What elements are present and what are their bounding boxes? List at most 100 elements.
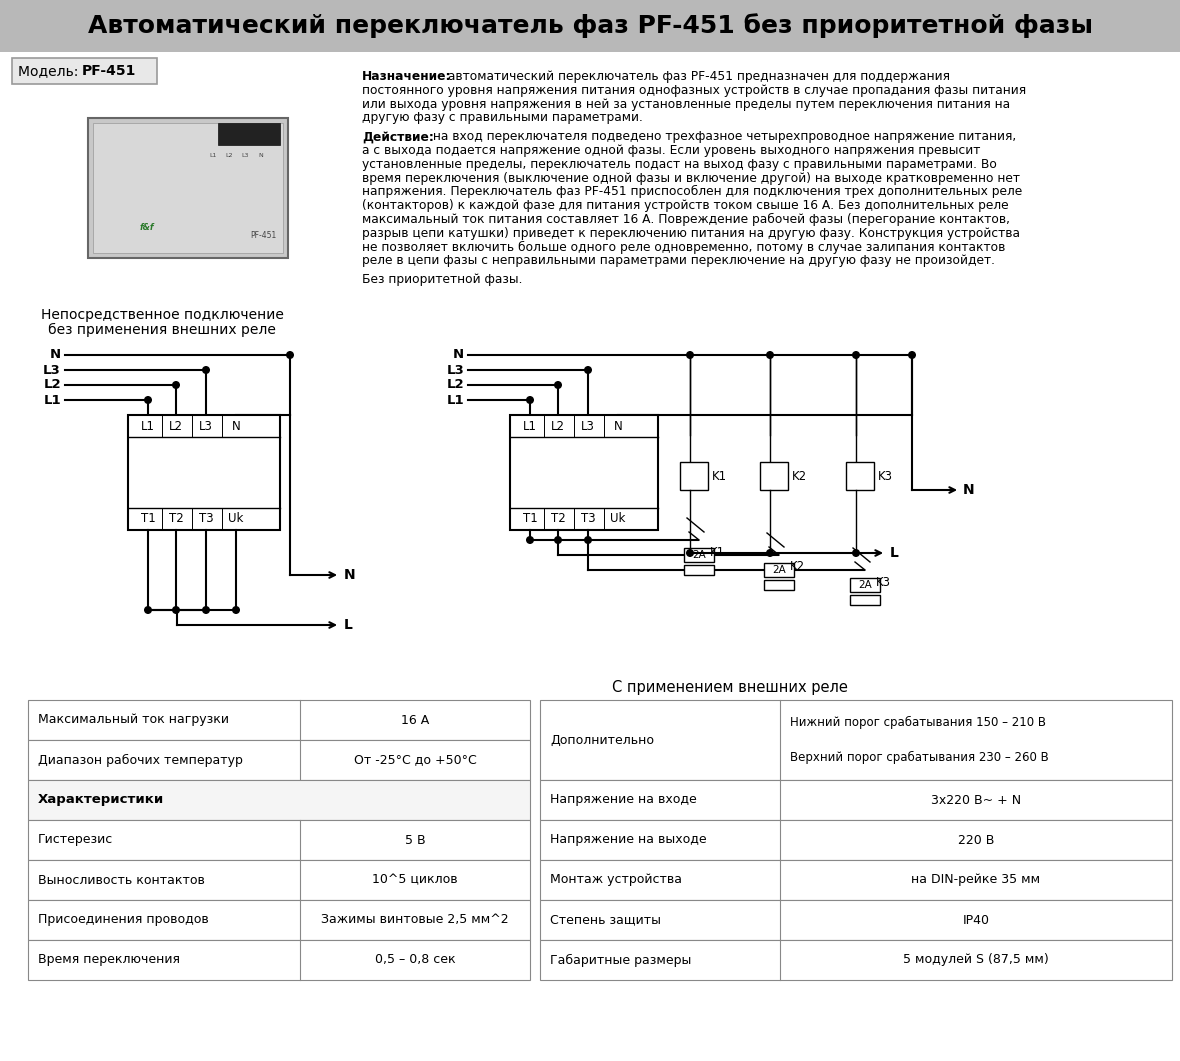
Circle shape	[202, 366, 210, 373]
Text: Максимальный ток нагрузки: Максимальный ток нагрузки	[38, 713, 229, 727]
Text: 5 модулей S (87,5 мм): 5 модулей S (87,5 мм)	[903, 954, 1049, 967]
Text: L2: L2	[225, 153, 232, 158]
Text: L3: L3	[44, 364, 61, 377]
Bar	[28, 900, 530, 940]
Text: Нижний порог срабатывания 150 – 210 В: Нижний порог срабатывания 150 – 210 В	[789, 716, 1045, 729]
Circle shape	[250, 127, 260, 137]
Text: напряжения. Переключатель фаз PF-451 приспособлен для подключения трех дополните: напряжения. Переключатель фаз PF-451 при…	[362, 186, 1022, 198]
Text: Характеристики: Характеристики	[38, 794, 164, 806]
Bar	[28, 940, 530, 980]
Bar	[540, 900, 1172, 940]
Text: (контакторов) к каждой фазе для питания устройств током свыше 16 А. Без дополнит: (контакторов) к каждой фазе для питания …	[362, 199, 1009, 212]
Text: Гистерезис: Гистерезис	[38, 834, 113, 847]
Text: N: N	[231, 419, 241, 433]
Bar	[28, 820, 530, 860]
Circle shape	[231, 127, 241, 137]
Text: реле в цепи фазы с неправильными параметрами переключение на другую фазу не прои: реле в цепи фазы с неправильными парамет…	[362, 255, 995, 267]
Bar	[93, 123, 283, 253]
Text: L: L	[890, 546, 899, 560]
Text: Время переключения: Время переключения	[38, 954, 181, 967]
Circle shape	[172, 606, 181, 614]
Text: Присоединения проводов: Присоединения проводов	[38, 914, 209, 926]
Text: L2: L2	[169, 419, 183, 433]
Text: автоматический переключатель фаз PF-451 предназначен для поддержания: автоматический переключатель фаз PF-451 …	[444, 70, 950, 83]
Circle shape	[553, 381, 562, 389]
Circle shape	[136, 127, 146, 137]
Bar	[12, 58, 157, 84]
Bar	[763, 563, 794, 577]
Circle shape	[232, 606, 240, 614]
Text: 220 В: 220 В	[958, 834, 995, 847]
Text: Uk: Uk	[610, 512, 625, 525]
Text: N: N	[50, 348, 61, 362]
Text: на DIN-рейке 35 мм: на DIN-рейке 35 мм	[911, 873, 1041, 887]
Bar	[28, 740, 530, 780]
Bar	[684, 547, 714, 562]
Bar	[0, 0, 1180, 52]
Text: IP40: IP40	[963, 914, 990, 926]
Bar	[88, 118, 288, 258]
Circle shape	[194, 127, 203, 137]
Text: L3: L3	[199, 419, 212, 433]
Text: установленные пределы, переключатель подаст на выход фазу с правильными параметр: установленные пределы, переключатель под…	[362, 158, 997, 171]
Text: N: N	[963, 483, 975, 497]
Text: K3: K3	[878, 470, 893, 483]
Circle shape	[686, 549, 694, 557]
Circle shape	[766, 351, 774, 359]
Circle shape	[553, 536, 562, 544]
Text: T3: T3	[198, 512, 214, 525]
Text: N: N	[258, 153, 263, 158]
Circle shape	[144, 396, 152, 404]
Text: без применения внешних реле: без применения внешних реле	[48, 323, 276, 337]
Circle shape	[526, 396, 535, 404]
Text: Зажимы винтовые 2,5 мм^2: Зажимы винтовые 2,5 мм^2	[321, 914, 509, 926]
Text: N: N	[345, 568, 355, 582]
Text: Выносливость контактов: Выносливость контактов	[38, 873, 205, 887]
Text: Напряжение на выходе: Напряжение на выходе	[550, 834, 707, 847]
Text: N: N	[453, 348, 464, 362]
Text: или выхода уровня напряжения в ней за установленные пределы путем переключения п: или выхода уровня напряжения в ней за ус…	[362, 98, 1010, 110]
Text: Напряжение на входе: Напряжение на входе	[550, 794, 696, 806]
Text: С применением внешних реле: С применением внешних реле	[612, 680, 848, 695]
Bar	[218, 123, 280, 145]
Text: Дополнительно: Дополнительно	[550, 733, 654, 747]
Bar	[540, 700, 1172, 780]
Circle shape	[584, 536, 592, 544]
Text: время переключения (выключение одной фазы и включение другой) на выходе кратковр: время переключения (выключение одной фаз…	[362, 172, 1020, 185]
Text: Диапазон рабочих температур: Диапазон рабочих температур	[38, 753, 243, 766]
Text: не позволяет включить больше одного реле одновременно, потому в случае залипания: не позволяет включить больше одного реле…	[362, 241, 1005, 254]
Circle shape	[852, 351, 860, 359]
Circle shape	[907, 351, 916, 359]
Text: T2: T2	[551, 512, 565, 525]
Bar	[760, 462, 788, 490]
Circle shape	[584, 366, 592, 373]
Bar	[540, 940, 1172, 980]
Text: постоянного уровня напряжения питания однофазных устройств в случае пропадания ф: постоянного уровня напряжения питания од…	[362, 84, 1027, 97]
Text: K2: K2	[792, 470, 807, 483]
Text: 2A: 2A	[772, 566, 786, 575]
Text: Габаритные размеры: Габаритные размеры	[550, 954, 691, 967]
Text: L1: L1	[446, 394, 464, 406]
Text: Верхний порог срабатывания 230 – 260 В: Верхний порог срабатывания 230 – 260 В	[789, 751, 1049, 764]
Bar	[127, 415, 280, 530]
Circle shape	[766, 549, 774, 557]
Text: K2: K2	[789, 560, 805, 574]
Text: Без приоритетной фазы.: Без приоритетной фазы.	[362, 273, 523, 286]
Text: L3: L3	[241, 153, 249, 158]
Bar	[846, 462, 874, 490]
Text: Uk: Uk	[228, 512, 244, 525]
Text: максимальный ток питания составляет 16 А. Повреждение рабочей фазы (перегорание : максимальный ток питания составляет 16 А…	[362, 213, 1010, 226]
Text: другую фазу с правильными параметрами.: другую фазу с правильными параметрами.	[362, 111, 643, 124]
Text: T1: T1	[523, 512, 537, 525]
Text: Степень защиты: Степень защиты	[550, 914, 661, 926]
Bar	[540, 820, 1172, 860]
Circle shape	[852, 549, 860, 557]
Text: 5 В: 5 В	[405, 834, 425, 847]
Circle shape	[286, 351, 294, 359]
Text: Назначение:: Назначение:	[362, 70, 452, 83]
Text: 3х220 В~ + N: 3х220 В~ + N	[931, 794, 1021, 806]
Bar	[763, 580, 794, 590]
Text: 2A: 2A	[693, 550, 706, 560]
Text: L: L	[345, 618, 353, 632]
Circle shape	[172, 381, 181, 389]
